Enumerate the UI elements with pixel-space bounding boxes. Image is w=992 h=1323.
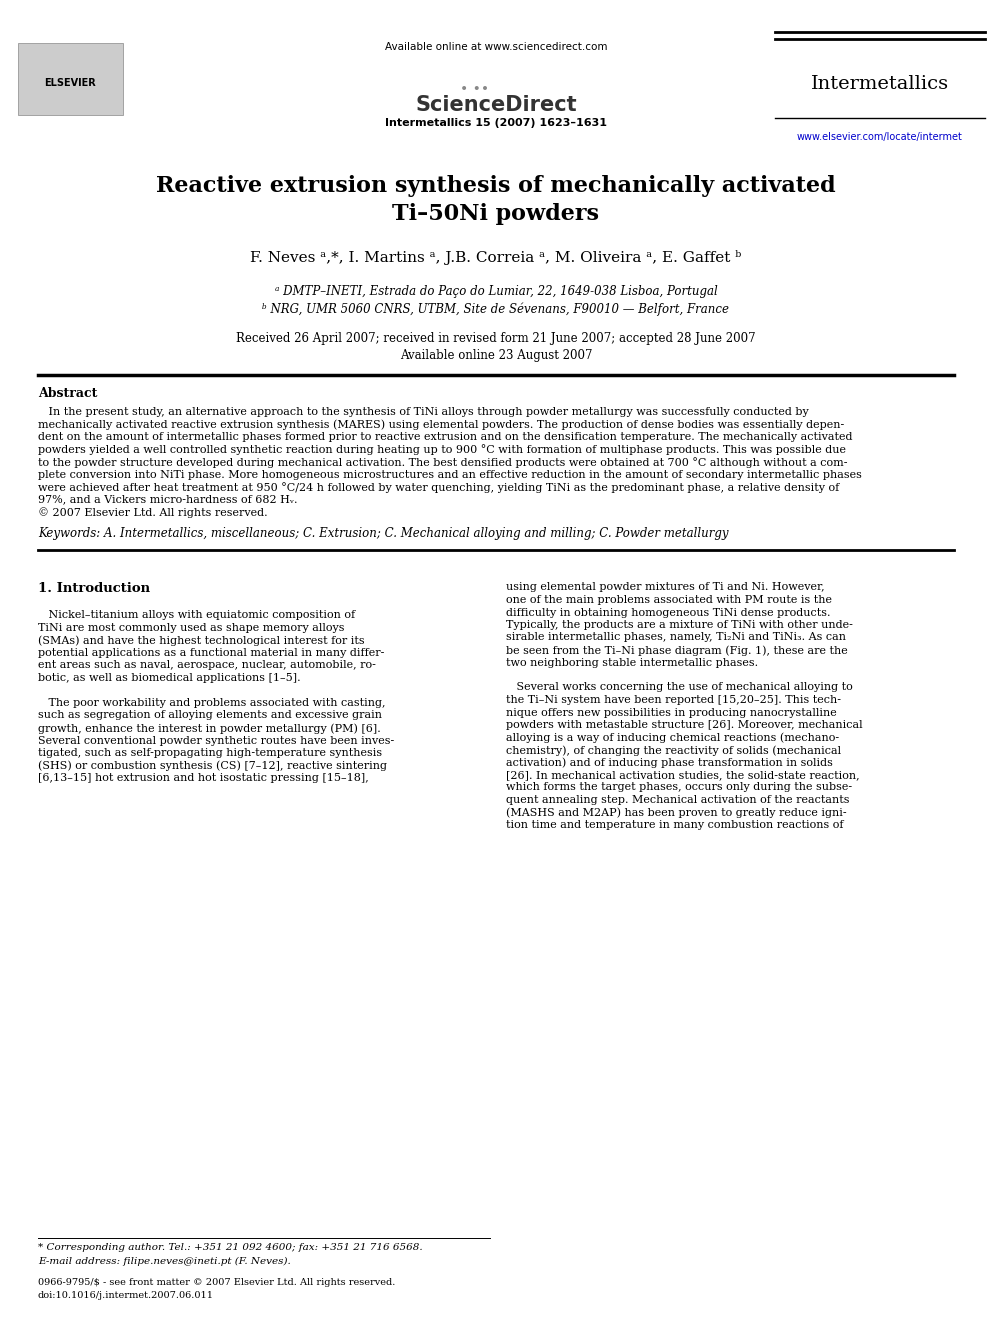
- Text: ScienceDirect: ScienceDirect: [416, 95, 576, 115]
- Text: In the present study, an alternative approach to the synthesis of TiNi alloys th: In the present study, an alternative app…: [38, 407, 808, 417]
- Text: [6,13–15] hot extrusion and hot isostatic pressing [15–18],: [6,13–15] hot extrusion and hot isostati…: [38, 773, 369, 783]
- Text: ᵃ DMTP–INETI, Estrada do Paço do Lumiar, 22, 1649-038 Lisboa, Portugal: ᵃ DMTP–INETI, Estrada do Paço do Lumiar,…: [275, 284, 717, 298]
- Text: botic, as well as biomedical applications [1–5].: botic, as well as biomedical application…: [38, 673, 301, 683]
- Text: TiNi are most commonly used as shape memory alloys: TiNi are most commonly used as shape mem…: [38, 623, 344, 632]
- Text: ent areas such as naval, aerospace, nuclear, automobile, ro-: ent areas such as naval, aerospace, nucl…: [38, 660, 376, 671]
- Text: one of the main problems associated with PM route is the: one of the main problems associated with…: [506, 595, 832, 605]
- Text: growth, enhance the interest in powder metallurgy (PM) [6].: growth, enhance the interest in powder m…: [38, 722, 381, 733]
- Text: Nickel–titanium alloys with equiatomic composition of: Nickel–titanium alloys with equiatomic c…: [38, 610, 355, 620]
- Bar: [18, 44, 123, 115]
- Text: ELSEVIER: ELSEVIER: [44, 78, 96, 89]
- Text: Several works concerning the use of mechanical alloying to: Several works concerning the use of mech…: [506, 683, 853, 692]
- Text: (MASHS and M2AP) has been proven to greatly reduce igni-: (MASHS and M2AP) has been proven to grea…: [506, 807, 846, 818]
- Text: the Ti–Ni system have been reported [15,20–25]. This tech-: the Ti–Ni system have been reported [15,…: [506, 695, 841, 705]
- Text: Available online at www.sciencedirect.com: Available online at www.sciencedirect.co…: [385, 42, 607, 52]
- Text: be seen from the Ti–Ni phase diagram (Fig. 1), these are the: be seen from the Ti–Ni phase diagram (Fi…: [506, 646, 848, 656]
- Text: © 2007 Elsevier Ltd. All rights reserved.: © 2007 Elsevier Ltd. All rights reserved…: [38, 507, 268, 517]
- Text: tion time and temperature in many combustion reactions of: tion time and temperature in many combus…: [506, 820, 843, 830]
- Text: • ••: • ••: [460, 82, 490, 97]
- Text: difficulty in obtaining homogeneous TiNi dense products.: difficulty in obtaining homogeneous TiNi…: [506, 607, 830, 618]
- Text: Ti–50Ni powders: Ti–50Ni powders: [393, 202, 599, 225]
- Text: using elemental powder mixtures of Ti and Ni. However,: using elemental powder mixtures of Ti an…: [506, 582, 824, 593]
- Text: sirable intermetallic phases, namely, Ti₂Ni and TiNi₃. As can: sirable intermetallic phases, namely, Ti…: [506, 632, 846, 643]
- Text: ᵇ NRG, UMR 5060 CNRS, UTBM, Site de Sévenans, F90010 — Belfort, France: ᵇ NRG, UMR 5060 CNRS, UTBM, Site de Séve…: [263, 302, 729, 315]
- Text: F. Neves ᵃ,*, I. Martins ᵃ, J.B. Correia ᵃ, M. Oliveira ᵃ, E. Gaffet ᵇ: F. Neves ᵃ,*, I. Martins ᵃ, J.B. Correia…: [250, 250, 742, 265]
- Text: (SHS) or combustion synthesis (CS) [7–12], reactive sintering: (SHS) or combustion synthesis (CS) [7–12…: [38, 761, 387, 771]
- Text: chemistry), of changing the reactivity of solids (mechanical: chemistry), of changing the reactivity o…: [506, 745, 841, 755]
- Text: www.elsevier.com/locate/intermet: www.elsevier.com/locate/intermet: [797, 132, 963, 142]
- Text: Abstract: Abstract: [38, 388, 97, 400]
- Text: Intermetallics: Intermetallics: [810, 75, 949, 93]
- Text: such as segregation of alloying elements and excessive grain: such as segregation of alloying elements…: [38, 710, 382, 721]
- Text: doi:10.1016/j.intermet.2007.06.011: doi:10.1016/j.intermet.2007.06.011: [38, 1291, 214, 1301]
- Text: * Corresponding author. Tel.: +351 21 092 4600; fax: +351 21 716 6568.: * Corresponding author. Tel.: +351 21 09…: [38, 1244, 423, 1252]
- Text: activation) and of inducing phase transformation in solids: activation) and of inducing phase transf…: [506, 758, 833, 769]
- Text: alloying is a way of inducing chemical reactions (mechano-: alloying is a way of inducing chemical r…: [506, 733, 839, 744]
- Text: 0966-9795/$ - see front matter © 2007 Elsevier Ltd. All rights reserved.: 0966-9795/$ - see front matter © 2007 El…: [38, 1278, 396, 1287]
- Text: potential applications as a functional material in many differ-: potential applications as a functional m…: [38, 648, 384, 658]
- Text: The poor workability and problems associated with casting,: The poor workability and problems associ…: [38, 699, 386, 708]
- Text: nique offers new possibilities in producing nanocrystalline: nique offers new possibilities in produc…: [506, 708, 836, 717]
- Text: powders with metastable structure [26]. Moreover, mechanical: powders with metastable structure [26]. …: [506, 720, 863, 730]
- Text: Typically, the products are a mixture of TiNi with other unde-: Typically, the products are a mixture of…: [506, 620, 853, 630]
- Text: [26]. In mechanical activation studies, the solid-state reaction,: [26]. In mechanical activation studies, …: [506, 770, 860, 781]
- Text: Reactive extrusion synthesis of mechanically activated: Reactive extrusion synthesis of mechanic…: [156, 175, 836, 197]
- Text: Received 26 April 2007; received in revised form 21 June 2007; accepted 28 June : Received 26 April 2007; received in revi…: [236, 332, 756, 345]
- Text: mechanically activated reactive extrusion synthesis (MARES) using elemental powd: mechanically activated reactive extrusio…: [38, 419, 844, 430]
- Text: Available online 23 August 2007: Available online 23 August 2007: [400, 349, 592, 363]
- Text: dent on the amount of intermetallic phases formed prior to reactive extrusion an: dent on the amount of intermetallic phas…: [38, 433, 852, 442]
- Text: 1. Introduction: 1. Introduction: [38, 582, 150, 595]
- Text: plete conversion into NiTi phase. More homogeneous microstructures and an effect: plete conversion into NiTi phase. More h…: [38, 470, 862, 479]
- Text: were achieved after heat treatment at 950 °C/24 h followed by water quenching, y: were achieved after heat treatment at 95…: [38, 482, 839, 493]
- Text: Intermetallics 15 (2007) 1623–1631: Intermetallics 15 (2007) 1623–1631: [385, 118, 607, 128]
- Text: powders yielded a well controlled synthetic reaction during heating up to 900 °C: powders yielded a well controlled synthe…: [38, 445, 846, 455]
- Text: E-mail address: filipe.neves@ineti.pt (F. Neves).: E-mail address: filipe.neves@ineti.pt (F…: [38, 1257, 291, 1266]
- Text: Several conventional powder synthetic routes have been inves-: Several conventional powder synthetic ro…: [38, 736, 394, 745]
- Text: two neighboring stable intermetallic phases.: two neighboring stable intermetallic pha…: [506, 658, 758, 668]
- Text: (SMAs) and have the highest technological interest for its: (SMAs) and have the highest technologica…: [38, 635, 365, 646]
- Text: Keywords: A. Intermetallics, miscellaneous; C. Extrusion; C. Mechanical alloying: Keywords: A. Intermetallics, miscellaneo…: [38, 528, 728, 541]
- Text: 97%, and a Vickers micro-hardness of 682 Hᵥ.: 97%, and a Vickers micro-hardness of 682…: [38, 495, 298, 504]
- Text: tigated, such as self-propagating high-temperature synthesis: tigated, such as self-propagating high-t…: [38, 747, 382, 758]
- Text: to the powder structure developed during mechanical activation. The best densifi: to the powder structure developed during…: [38, 456, 847, 468]
- Text: which forms the target phases, occurs only during the subse-: which forms the target phases, occurs on…: [506, 782, 852, 792]
- Text: quent annealing step. Mechanical activation of the reactants: quent annealing step. Mechanical activat…: [506, 795, 849, 804]
